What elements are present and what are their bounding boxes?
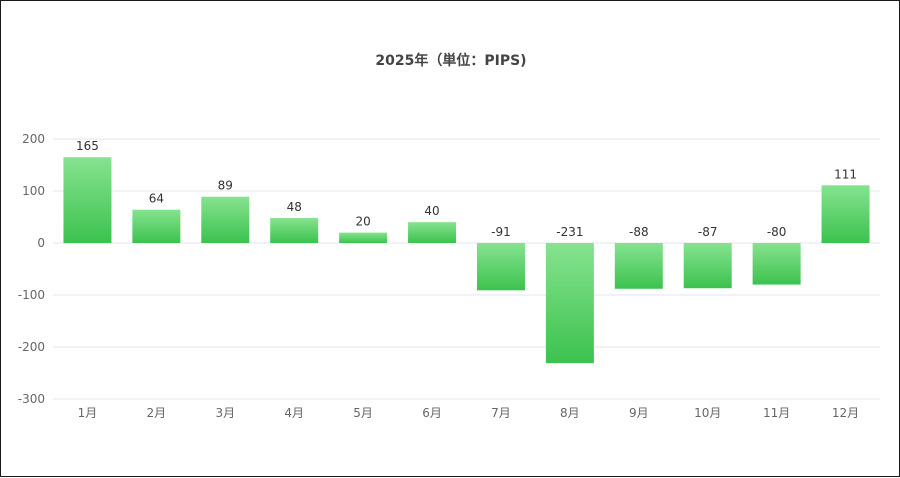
data-label: 48 bbox=[287, 200, 302, 214]
bar bbox=[63, 157, 112, 243]
data-labels: 165 64 89 48 20 40 -91 -231 -88 -87 -80 111 bbox=[76, 139, 857, 239]
x-tick-label: 5月 bbox=[353, 406, 373, 420]
x-tick-label: 8月 bbox=[560, 406, 580, 420]
x-tick-label: 10月 bbox=[694, 406, 721, 420]
data-label: 89 bbox=[218, 179, 233, 193]
bar bbox=[614, 243, 663, 289]
data-label: 20 bbox=[355, 215, 370, 229]
data-label: -88 bbox=[629, 225, 649, 239]
x-tick-label: 12月 bbox=[832, 406, 859, 420]
bar bbox=[408, 222, 457, 243]
grid-lines bbox=[53, 138, 880, 400]
bar bbox=[683, 243, 732, 289]
x-axis-ticks: 1月 2月 3月 4月 5月 6月 7月 8月 9月 10月 11月 12月 bbox=[78, 406, 860, 420]
bar bbox=[132, 209, 181, 243]
y-tick-label: -100 bbox=[18, 288, 45, 302]
y-tick-label: 0 bbox=[37, 236, 45, 250]
chart-title: 2025年（単位：PIPS) bbox=[375, 52, 526, 69]
x-tick-label: 4月 bbox=[284, 406, 304, 420]
x-tick-label: 7月 bbox=[491, 406, 511, 420]
bars bbox=[63, 157, 870, 364]
data-label: 40 bbox=[424, 204, 439, 218]
data-label: 64 bbox=[149, 192, 164, 206]
data-label: 111 bbox=[834, 167, 857, 181]
bar bbox=[821, 185, 870, 243]
data-label: -231 bbox=[556, 225, 583, 239]
y-tick-label: 100 bbox=[22, 184, 45, 198]
data-label: -87 bbox=[698, 225, 718, 239]
x-tick-label: 9月 bbox=[629, 406, 649, 420]
x-tick-label: 6月 bbox=[422, 406, 442, 420]
bar bbox=[476, 243, 525, 291]
bar bbox=[752, 243, 801, 285]
bar bbox=[270, 218, 319, 243]
y-tick-label: 200 bbox=[22, 132, 45, 146]
data-label: -80 bbox=[767, 225, 787, 239]
x-tick-label: 11月 bbox=[763, 406, 790, 420]
y-tick-label: -200 bbox=[18, 340, 45, 354]
data-label: 165 bbox=[76, 139, 99, 153]
x-tick-label: 1月 bbox=[78, 406, 98, 420]
x-tick-label: 2月 bbox=[147, 406, 167, 420]
bar bbox=[339, 232, 388, 243]
x-tick-label: 3月 bbox=[215, 406, 235, 420]
bar bbox=[201, 196, 250, 243]
y-tick-label: -300 bbox=[18, 392, 45, 406]
bar bbox=[545, 243, 594, 364]
y-axis-ticks: 200 100 0 -100 -200 -300 bbox=[18, 132, 45, 406]
data-label: -91 bbox=[491, 225, 511, 239]
